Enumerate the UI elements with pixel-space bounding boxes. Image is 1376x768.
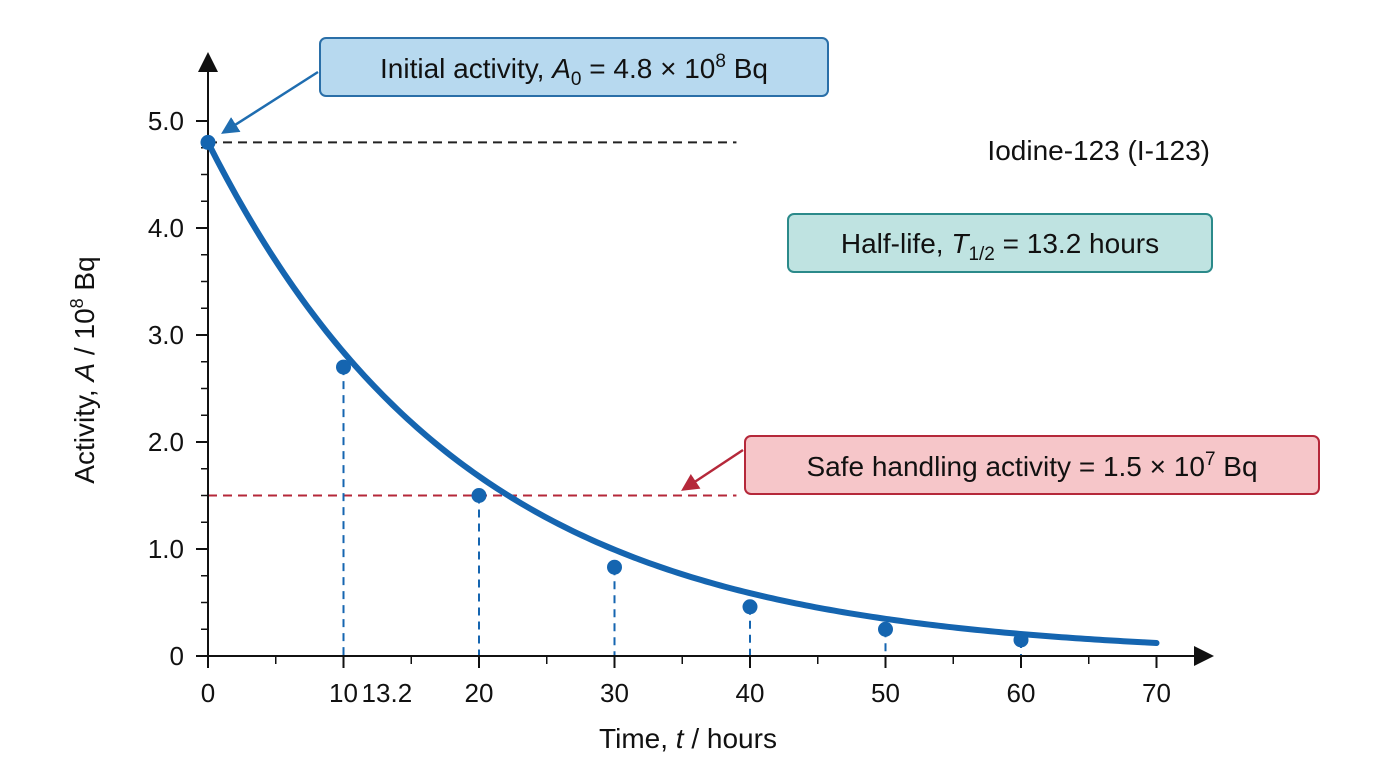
- initial-activity-arrow: [221, 70, 319, 134]
- data-point: [1013, 632, 1029, 648]
- data-points: [200, 134, 1029, 648]
- data-point: [878, 621, 893, 637]
- x-tick-label: 50: [871, 678, 900, 708]
- y-tick-label: 5.0: [148, 106, 184, 136]
- svg-text:Safe handling activity = 1.5 ×: Safe handling activity = 1.5 × 107 Bq: [806, 449, 1257, 482]
- data-point: [336, 359, 351, 375]
- y-tick-label: 3.0: [148, 320, 184, 350]
- decay-curve: [205, 139, 1160, 646]
- reference-lines: [208, 141, 737, 497]
- initial-activity-callout: Initial activity, A0 = 4.8 × 108 Bq: [319, 37, 829, 97]
- y-tick-label: 0: [170, 641, 184, 671]
- y-tick-label: 2.0: [148, 427, 184, 457]
- x-tick-label: 20: [465, 678, 494, 708]
- tick-labels: 0 1.0 2.0 3.0 4.0 5.0 0 10 20 30 40 50 60 70 13.2: [148, 106, 1171, 708]
- svg-text:Half-life, T1/2 = 13.2 hours: Half-life, T1/2 = 13.2 hours: [841, 228, 1159, 265]
- drop-lines: [342, 367, 1022, 656]
- data-point: [607, 559, 622, 575]
- x-tick-label: 60: [1007, 678, 1036, 708]
- safe-handling-callout: Safe handling activity = 1.5 × 107 Bq: [744, 435, 1320, 495]
- svg-text:Initial activity, A0 = 4.8 × 1: Initial activity, A0 = 4.8 × 108 Bq: [380, 51, 768, 90]
- y-axis-title: Activity, A / 108 Bq: [67, 256, 100, 483]
- y-tick-label: 1.0: [148, 534, 184, 564]
- half-life-tick-label: 13.2: [362, 678, 413, 708]
- x-tick-label: 70: [1142, 678, 1171, 708]
- isotope-label: Iodine-123 (I-123): [987, 135, 1210, 166]
- data-point: [471, 488, 487, 503]
- y-tick-label: 4.0: [148, 213, 184, 243]
- x-tick-label: 0: [201, 678, 215, 708]
- data-point: [742, 599, 758, 615]
- data-point: [200, 134, 216, 150]
- half-life-callout: Half-life, T1/2 = 13.2 hours: [787, 213, 1213, 273]
- x-tick-label: 30: [600, 678, 629, 708]
- x-tick-label: 10: [329, 678, 358, 708]
- safe-handling-arrow: [681, 448, 744, 491]
- x-tick-label: 40: [736, 678, 765, 708]
- ticks: [196, 120, 1158, 668]
- x-axis-title: Time, t / hours: [599, 723, 777, 754]
